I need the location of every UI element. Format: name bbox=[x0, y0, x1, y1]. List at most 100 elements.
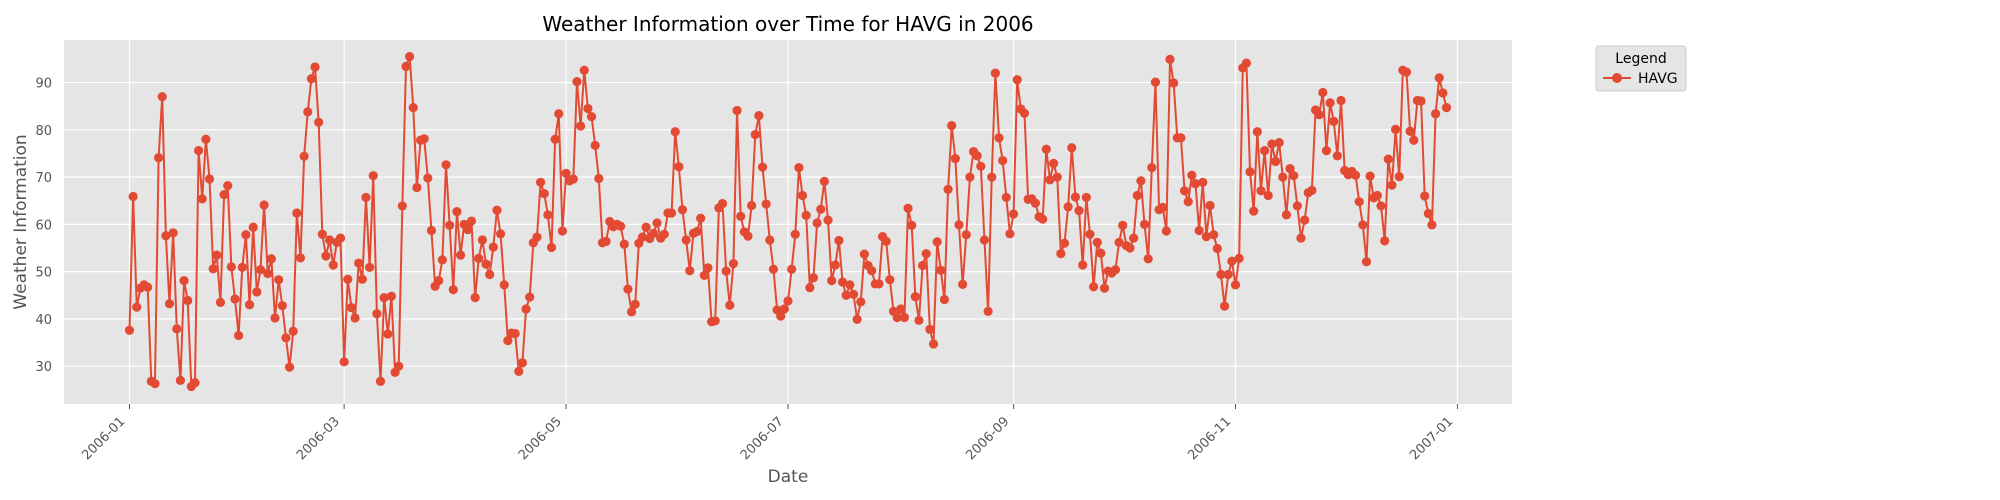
data-point bbox=[696, 213, 706, 223]
data-point bbox=[1085, 229, 1095, 239]
data-point bbox=[321, 251, 331, 261]
data-point bbox=[303, 107, 313, 117]
x-tick-label: 2006-11 bbox=[1185, 414, 1234, 463]
data-point bbox=[546, 242, 557, 253]
data-point bbox=[485, 269, 495, 280]
data-point bbox=[568, 174, 578, 184]
data-point bbox=[495, 229, 506, 239]
data-point bbox=[950, 154, 960, 164]
data-point bbox=[324, 235, 335, 245]
data-point bbox=[572, 77, 582, 87]
data-point bbox=[841, 290, 851, 300]
data-point bbox=[641, 222, 651, 232]
data-point bbox=[343, 274, 353, 284]
data-point bbox=[881, 236, 891, 246]
data-point bbox=[408, 103, 418, 113]
data-point bbox=[797, 190, 808, 201]
data-point bbox=[623, 284, 633, 294]
data-point bbox=[1092, 237, 1102, 247]
data-point bbox=[423, 173, 433, 183]
data-point bbox=[794, 163, 804, 173]
data-point bbox=[1150, 77, 1161, 87]
data-point bbox=[153, 153, 164, 163]
data-point bbox=[259, 200, 269, 210]
data-point bbox=[1278, 172, 1288, 182]
data-point bbox=[223, 181, 233, 191]
data-point bbox=[1019, 108, 1030, 118]
data-point bbox=[372, 309, 382, 319]
data-point bbox=[1434, 73, 1444, 83]
data-point bbox=[394, 361, 404, 371]
data-point bbox=[1216, 269, 1226, 280]
data-point bbox=[328, 260, 338, 270]
data-point bbox=[728, 259, 739, 269]
data-point bbox=[1416, 96, 1426, 106]
data-point bbox=[721, 266, 731, 276]
data-point bbox=[837, 277, 848, 287]
data-point bbox=[1281, 210, 1292, 220]
data-point bbox=[1234, 253, 1244, 263]
data-point bbox=[244, 300, 255, 310]
data-point bbox=[539, 189, 549, 199]
data-point bbox=[1296, 233, 1306, 243]
data-point bbox=[1005, 229, 1015, 239]
data-point bbox=[1038, 214, 1048, 224]
data-point bbox=[626, 307, 637, 317]
data-point bbox=[776, 311, 786, 321]
data-point bbox=[659, 229, 669, 239]
data-point bbox=[1070, 192, 1081, 202]
data-point bbox=[725, 300, 735, 310]
data-point bbox=[892, 312, 902, 323]
data-point bbox=[936, 265, 946, 275]
data-point bbox=[918, 260, 928, 271]
data-point bbox=[790, 229, 800, 239]
x-tick-label: 2006-09 bbox=[963, 414, 1012, 463]
data-point bbox=[481, 259, 491, 269]
data-point bbox=[266, 254, 276, 264]
data-point bbox=[499, 280, 509, 290]
data-point bbox=[525, 292, 535, 302]
data-point bbox=[179, 276, 189, 286]
x-tick-label: 2006-07 bbox=[738, 414, 787, 463]
data-point bbox=[848, 289, 859, 299]
data-point bbox=[365, 262, 375, 272]
data-point bbox=[215, 297, 226, 307]
data-point bbox=[1212, 243, 1222, 254]
data-point bbox=[284, 362, 295, 372]
data-point bbox=[1187, 170, 1197, 180]
data-point bbox=[379, 293, 389, 303]
data-point bbox=[132, 302, 142, 312]
data-point bbox=[1114, 237, 1124, 247]
data-point bbox=[426, 225, 437, 236]
data-point bbox=[1136, 176, 1146, 186]
data-point bbox=[150, 379, 160, 389]
data-point bbox=[270, 313, 280, 323]
data-point bbox=[1420, 191, 1430, 201]
data-point bbox=[128, 191, 138, 202]
data-point bbox=[1081, 192, 1091, 203]
data-point bbox=[859, 249, 870, 259]
data-point bbox=[1390, 124, 1401, 134]
data-point bbox=[314, 117, 324, 127]
data-point bbox=[1427, 220, 1437, 230]
y-tick-label: 70 bbox=[35, 171, 52, 186]
data-point bbox=[965, 172, 975, 182]
data-point bbox=[1179, 186, 1190, 196]
data-point bbox=[1227, 256, 1237, 266]
data-point bbox=[401, 61, 411, 72]
data-point bbox=[586, 111, 597, 122]
data-point bbox=[616, 221, 626, 231]
data-point bbox=[550, 134, 560, 144]
data-point bbox=[932, 237, 942, 247]
data-point bbox=[350, 313, 360, 323]
data-point bbox=[768, 264, 779, 274]
data-point bbox=[1089, 282, 1099, 292]
data-point bbox=[1365, 171, 1375, 181]
data-point bbox=[925, 324, 935, 334]
data-point bbox=[896, 304, 906, 314]
data-point bbox=[183, 295, 193, 306]
data-point bbox=[867, 266, 877, 276]
data-point bbox=[1012, 75, 1022, 85]
data-point bbox=[757, 162, 768, 172]
